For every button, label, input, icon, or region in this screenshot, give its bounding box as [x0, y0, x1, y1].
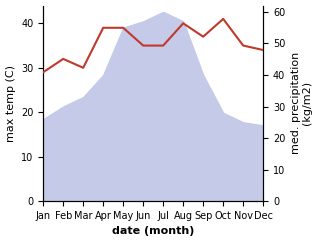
Y-axis label: med. precipitation
(kg/m2): med. precipitation (kg/m2): [291, 52, 313, 154]
Y-axis label: max temp (C): max temp (C): [5, 65, 16, 142]
X-axis label: date (month): date (month): [112, 227, 194, 236]
